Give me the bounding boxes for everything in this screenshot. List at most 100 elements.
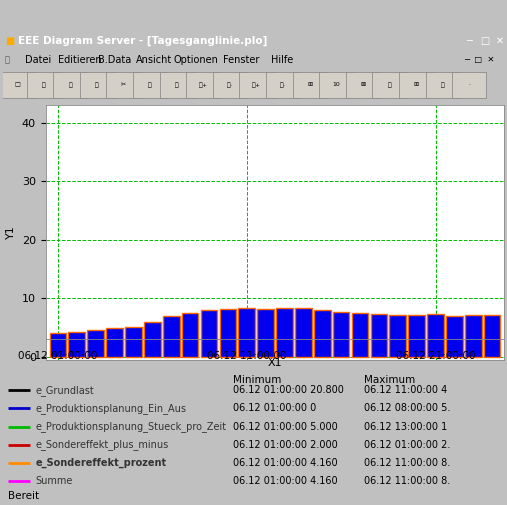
Text: 06.12 01:00:00 4.160: 06.12 01:00:00 4.160 [233, 476, 338, 486]
Text: 🖨: 🖨 [95, 82, 99, 88]
Text: Maximum: Maximum [364, 375, 415, 385]
Bar [371, 314, 387, 357]
FancyBboxPatch shape [0, 72, 34, 98]
Text: Editieren: Editieren [58, 55, 101, 65]
Text: 06.12 01:00:00: 06.12 01:00:00 [18, 351, 97, 361]
Text: 🔍-: 🔍- [280, 82, 286, 88]
Text: Datei: Datei [25, 55, 51, 65]
Text: 06.12 11:00:00: 06.12 11:00:00 [207, 351, 286, 361]
Text: 06.12 11:00:00 8.: 06.12 11:00:00 8. [364, 458, 450, 468]
FancyBboxPatch shape [213, 72, 247, 98]
FancyBboxPatch shape [293, 72, 327, 98]
Text: ⊞: ⊞ [414, 82, 419, 87]
Text: Ansicht: Ansicht [135, 55, 172, 65]
Bar [465, 315, 482, 357]
Bar [182, 313, 198, 357]
Bar [427, 314, 444, 357]
Text: e_Produktionsplanung_Ein_Aus: e_Produktionsplanung_Ein_Aus [35, 403, 186, 414]
FancyBboxPatch shape [452, 72, 486, 98]
Bar [333, 312, 349, 357]
Text: 🔍+: 🔍+ [252, 82, 261, 88]
FancyBboxPatch shape [106, 72, 140, 98]
Bar [389, 315, 406, 357]
Bar [408, 315, 425, 357]
Bar [201, 311, 218, 357]
Text: 📋: 📋 [148, 82, 152, 88]
Text: 🔧: 🔧 [5, 56, 10, 65]
FancyBboxPatch shape [53, 72, 87, 98]
FancyBboxPatch shape [186, 72, 221, 98]
Text: Bereit: Bereit [8, 491, 39, 501]
Text: □: □ [14, 82, 20, 87]
FancyBboxPatch shape [80, 72, 114, 98]
Text: Fenster: Fenster [224, 55, 260, 65]
Text: 06.12 13:00:00 1: 06.12 13:00:00 1 [364, 422, 447, 432]
Text: ■: ■ [5, 36, 14, 46]
Bar [295, 308, 312, 357]
FancyBboxPatch shape [319, 72, 353, 98]
Text: 06.12 01:00:00 4.160: 06.12 01:00:00 4.160 [233, 458, 338, 468]
Text: ⊠: ⊠ [360, 82, 366, 87]
FancyBboxPatch shape [160, 72, 194, 98]
Text: 06.12 01:00:00 2.: 06.12 01:00:00 2. [364, 440, 450, 450]
Text: 06.12 11:00:00 8.: 06.12 11:00:00 8. [364, 476, 450, 486]
Text: □: □ [480, 36, 489, 46]
FancyBboxPatch shape [426, 72, 460, 98]
Text: Hilfe: Hilfe [271, 55, 294, 65]
Bar [163, 316, 179, 357]
Bar [352, 313, 368, 357]
Bar [144, 322, 161, 357]
Bar [238, 308, 255, 357]
Text: EEE Diagram Server - [Tagesganglinie.plo]: EEE Diagram Server - [Tagesganglinie.plo… [18, 36, 267, 46]
Text: 06.12 21:00:00: 06.12 21:00:00 [396, 351, 475, 361]
Text: 📂: 📂 [42, 82, 46, 88]
Text: X1: X1 [268, 358, 282, 368]
Text: 🔍+: 🔍+ [199, 82, 208, 88]
Text: 06.12 01:00:00 5.000: 06.12 01:00:00 5.000 [233, 422, 338, 432]
Text: e_Sondereffekt_prozent: e_Sondereffekt_prozent [35, 458, 166, 468]
Bar [87, 330, 104, 357]
Text: 06.12 01:00:00 2.000: 06.12 01:00:00 2.000 [233, 440, 338, 450]
FancyBboxPatch shape [27, 72, 61, 98]
Bar [314, 311, 331, 357]
Bar [125, 327, 142, 357]
Y-axis label: Y1: Y1 [6, 226, 16, 239]
Text: e_Produktionsplanung_Stueck_pro_Zeit: e_Produktionsplanung_Stueck_pro_Zeit [35, 421, 226, 432]
Text: 06.12 08:00:00 5.: 06.12 08:00:00 5. [364, 403, 450, 414]
Text: 06.12 01:00:00 0: 06.12 01:00:00 0 [233, 403, 317, 414]
Text: ⊞: ⊞ [307, 82, 312, 87]
FancyBboxPatch shape [373, 72, 407, 98]
Text: Optionen: Optionen [173, 55, 218, 65]
Text: e_Sondereffekt_plus_minus: e_Sondereffekt_plus_minus [35, 439, 168, 450]
Text: Minimum: Minimum [233, 375, 282, 385]
Text: 📋: 📋 [441, 82, 445, 88]
Text: B.Data: B.Data [98, 55, 131, 65]
Bar [220, 309, 236, 357]
Text: 10: 10 [333, 82, 340, 87]
Text: e_Grundlast: e_Grundlast [35, 385, 94, 396]
FancyBboxPatch shape [399, 72, 433, 98]
Text: ·: · [468, 82, 470, 87]
Text: 06.12 11:00:00 4: 06.12 11:00:00 4 [364, 385, 447, 395]
FancyBboxPatch shape [346, 72, 380, 98]
Text: 🔍-: 🔍- [227, 82, 233, 88]
Text: 💾: 💾 [68, 82, 72, 88]
Bar [276, 308, 293, 357]
Text: ─  □  ✕: ─ □ ✕ [464, 56, 495, 65]
FancyBboxPatch shape [266, 72, 300, 98]
FancyBboxPatch shape [133, 72, 167, 98]
Bar [446, 316, 463, 357]
Text: ─: ─ [466, 36, 472, 46]
Text: 06.12 01:00:00 20.800: 06.12 01:00:00 20.800 [233, 385, 344, 395]
Bar [106, 328, 123, 357]
Text: 📄: 📄 [175, 82, 178, 88]
Bar [484, 315, 500, 357]
Text: ✕: ✕ [495, 36, 503, 46]
Bar [68, 331, 85, 357]
Text: Summe: Summe [35, 476, 73, 486]
Bar [50, 333, 66, 357]
Text: ✂: ✂ [121, 82, 126, 87]
Bar [257, 309, 274, 357]
Text: 📊: 📊 [388, 82, 391, 88]
FancyBboxPatch shape [239, 72, 274, 98]
